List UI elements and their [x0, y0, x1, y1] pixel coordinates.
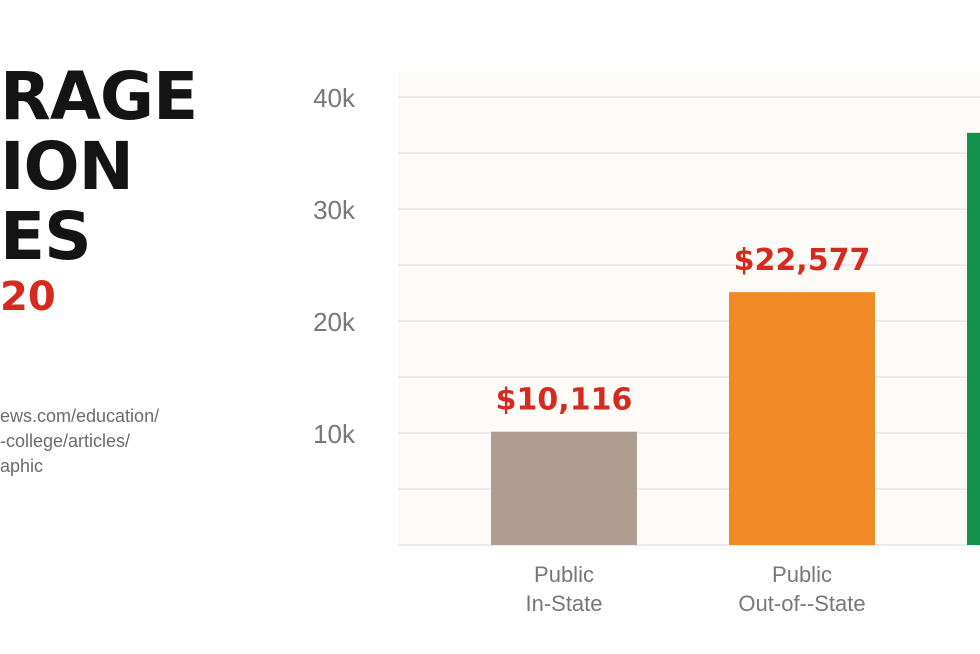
- x-category-label: In-State: [525, 591, 602, 616]
- source-line-1: ews.com/education/: [0, 406, 160, 426]
- plot-background: [398, 72, 980, 545]
- chart-title: RAGE ION ES 20: [0, 62, 300, 320]
- bar: [491, 431, 637, 545]
- title-line-1: RAGE: [0, 62, 198, 135]
- bar-value-label: $10,116: [496, 383, 633, 418]
- bar: [729, 292, 875, 545]
- y-tick-label: 10k: [313, 419, 356, 449]
- title-year: 20: [0, 274, 56, 320]
- x-category-label: Public: [534, 562, 594, 587]
- title-line-3: ES: [0, 198, 92, 275]
- y-tick-label: 20k: [313, 307, 356, 337]
- source-line-3: aphic: [0, 456, 44, 476]
- bar: [967, 132, 980, 545]
- x-category-label: Public: [772, 562, 832, 587]
- source-line-2: -college/articles/: [0, 431, 131, 451]
- y-tick-label: 30k: [313, 195, 356, 225]
- x-category-label: Out-of--State: [738, 591, 865, 616]
- y-tick-label: 40k: [313, 83, 356, 113]
- title-line-2: ION: [0, 128, 134, 205]
- bar-value-label: $22,577: [734, 243, 871, 278]
- source-citation: ews.com/education/ -college/articles/ ap…: [0, 404, 300, 479]
